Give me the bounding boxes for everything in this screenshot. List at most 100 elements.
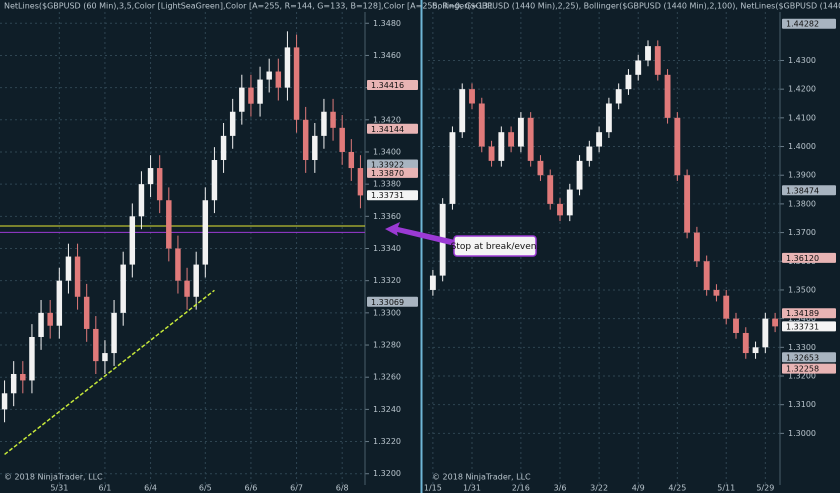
price-tag-label: 1.44282 [786,20,819,29]
price-tag [367,80,418,91]
candle-body [566,189,573,216]
candle-body [339,127,345,152]
candle-body [557,203,563,216]
candle-body [713,289,720,296]
candle-body [65,256,72,281]
y-tick-label: 1.3100 [788,400,816,409]
x-tick-label: 5/11 [717,484,735,493]
x-tick-label: 3/22 [590,484,608,493]
candle-body [684,175,691,233]
x-tick-label: 1/15 [424,484,442,493]
candle-body [38,312,44,337]
candle-body [488,146,495,161]
y-tick-label: 1.3340 [373,244,401,253]
candle-body [302,119,309,161]
candle-body [56,280,63,326]
price-tag [782,363,836,374]
candle-body [211,160,218,201]
candle-body [635,60,642,75]
y-tick-label: 1.3000 [788,429,816,438]
candle-body [459,89,466,133]
price-tag-label: 1.33731 [371,191,404,200]
price-tag-label: 1.33731 [786,322,819,331]
candle-body [266,71,272,80]
x-tick-label: 3/6 [554,484,567,493]
y-tick-label: 1.3220 [373,437,401,446]
price-tag-label: 1.33069 [371,298,404,307]
candle-body [229,111,236,136]
candle-body [10,373,17,394]
candle-body [693,232,700,262]
candle-body [321,111,327,136]
candle-body [469,89,475,104]
candle-body [47,312,53,326]
candle-body [193,264,199,297]
y-tick-label: 1.3400 [373,147,401,156]
y-tick-label: 1.3420 [373,115,401,124]
price-tag-label: 1.34144 [371,125,404,134]
candle-body [293,47,300,120]
candle-body [498,132,505,161]
candle-body [166,200,172,249]
candle-body [645,46,651,61]
candle-body [547,175,554,204]
y-tick-label: 1.4100 [788,113,816,122]
candle-body [120,264,126,313]
copyright: © 2018 NinjaTrader, LLC [432,473,531,482]
candle-body [508,132,515,147]
price-tag [782,321,836,332]
candle-body [20,373,26,381]
candle-body [615,89,622,104]
price-tag [782,252,836,263]
candle-body [576,160,583,190]
y-tick-label: 1.3260 [373,373,401,382]
y-tick-label: 1.3800 [788,199,816,208]
candle-body [733,318,739,333]
candle-body [357,168,364,196]
candle-body [248,87,254,104]
y-tick-label: 1.3380 [373,180,401,189]
candle-body [147,168,154,185]
arrow [385,222,455,246]
candle-body [449,132,456,204]
price-tag-label: 1.38474 [786,186,819,195]
price-tag [782,352,836,363]
y-tick-label: 1.3460 [373,51,401,60]
candle-body [220,135,227,161]
candle-body [275,71,282,88]
price-tag-label: 1.33870 [371,169,404,178]
x-tick-label: 6/5 [199,484,212,493]
y-tick-label: 1.3320 [373,276,401,285]
y-tick-label: 1.3900 [788,171,816,180]
price-tag-label: 1.32258 [786,365,819,374]
y-tick-label: 1.3240 [373,405,401,414]
chart-title: Bollinger($GBPUSD (1440 Min),2,25), Boll… [432,2,840,11]
candle-body [102,353,108,362]
annotation-callout: Stop at break/even. [385,222,539,257]
candle-body [1,393,8,410]
candle-body [83,296,90,329]
candle-body [284,47,291,88]
x-tick-label: 5/29 [756,484,774,493]
candle-body [586,146,593,161]
candle-body [762,318,769,348]
candle-body [129,216,136,265]
candle-body [517,117,524,147]
candle-body [605,103,612,133]
x-tick-label: 6/7 [290,484,303,493]
y-tick-label: 1.3400 [788,314,816,323]
candle-body [93,328,99,362]
candle-body [111,312,117,354]
y-tick-label: 1.3700 [788,228,816,237]
trendline [4,289,215,456]
candle-body [239,87,245,112]
price-tag [367,190,418,201]
y-tick-label: 1.3200 [373,469,401,478]
candle-body [537,160,544,176]
price-tag-label: 1.33922 [371,161,404,170]
candle-body [175,248,181,281]
x-tick-label: 2/16 [512,484,530,493]
